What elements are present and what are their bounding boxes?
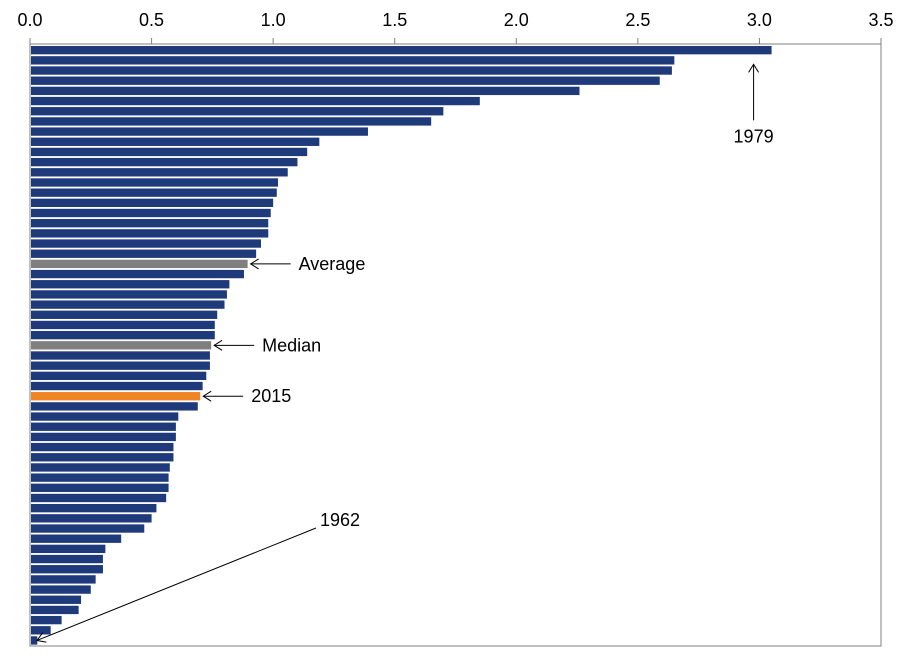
bar: [31, 371, 207, 381]
bar-series: [31, 46, 772, 645]
bar: [31, 432, 176, 442]
bar: [31, 86, 580, 96]
bar: [31, 198, 274, 208]
bar: [31, 514, 152, 523]
bar: [31, 565, 103, 574]
annotation-label: Median: [262, 335, 321, 355]
x-tick-label: 0.5: [139, 10, 164, 30]
bar: [31, 615, 62, 625]
annotation-label: Average: [299, 254, 366, 274]
bar: [31, 310, 218, 319]
bar: [31, 249, 257, 258]
bar: [31, 575, 96, 584]
annotation-label: 1962: [320, 510, 360, 530]
summary-bar: [31, 259, 248, 269]
annotations: 1979 Average Median 2015 1962: [36, 63, 774, 643]
annotation-label: 2015: [251, 386, 291, 406]
x-axis: 0.0 0.5 1.0 1.5 2.0 2.5 3.0 3.5: [17, 10, 894, 44]
bar: [31, 330, 215, 340]
bar: [31, 117, 432, 126]
bar: [31, 585, 91, 594]
annotation-arrowhead: [202, 390, 212, 402]
bar: [31, 127, 368, 136]
bar: [31, 402, 198, 411]
bar: [31, 46, 772, 55]
summary-bar: [31, 341, 212, 350]
bar: [31, 473, 169, 482]
x-tick-label: 0.0: [17, 10, 42, 30]
annotation-label: 1979: [734, 126, 774, 146]
x-tick-label: 2.0: [504, 10, 529, 30]
x-tick-label: 1.5: [382, 10, 407, 30]
annotation-arrow-line: [36, 527, 317, 641]
bar: [31, 626, 51, 635]
highlight-bar: [31, 392, 201, 401]
bar: [31, 208, 271, 218]
bar: [31, 137, 320, 146]
x-tick-label: 3.5: [868, 10, 893, 30]
bar: [31, 483, 169, 492]
bar: [31, 76, 660, 85]
bar: [31, 534, 122, 543]
bar: [31, 412, 179, 421]
bar: [31, 300, 225, 309]
x-tick-label: 3.0: [747, 10, 772, 30]
bar: [31, 168, 288, 177]
bar: [31, 96, 480, 106]
bar: [31, 605, 79, 615]
bar: [31, 636, 38, 645]
x-tick-label: 2.5: [625, 10, 650, 30]
x-tick-label: 1.0: [261, 10, 286, 30]
bar: [31, 554, 103, 564]
bar: [31, 239, 261, 248]
bar: [31, 463, 170, 472]
bar: [31, 493, 167, 503]
bar: [31, 453, 174, 462]
bar: [31, 381, 203, 391]
bar: [31, 178, 279, 187]
bar: [31, 503, 157, 513]
annotation-arrowhead: [36, 632, 47, 643]
bar: [31, 107, 444, 116]
bar: [31, 269, 244, 279]
annotation-arrowhead: [213, 339, 223, 351]
bar: [31, 422, 176, 431]
plot-frame: [29, 43, 882, 647]
bar: [31, 595, 82, 604]
annotation-arrowhead: [249, 258, 259, 270]
bar: [31, 524, 145, 533]
bar: [31, 229, 269, 238]
bar: [31, 147, 308, 157]
bar: [31, 188, 277, 197]
bar: [31, 361, 210, 370]
bar: [31, 280, 230, 289]
bar: [31, 544, 106, 554]
annotation-arrowhead: [748, 63, 760, 73]
bar: [31, 351, 210, 360]
bar: [31, 219, 269, 228]
bar: [31, 157, 298, 167]
bar: [31, 290, 227, 299]
bar: [31, 66, 672, 75]
bar: [31, 56, 675, 65]
bar: [31, 320, 215, 330]
bar: [31, 442, 174, 452]
